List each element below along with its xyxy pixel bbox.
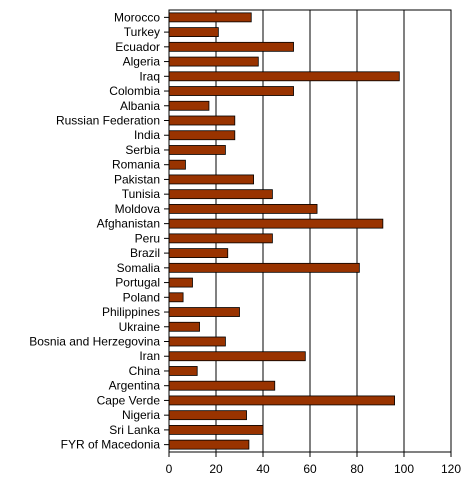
category-label: Argentina (109, 379, 161, 393)
x-tick-label: 40 (256, 462, 270, 476)
bar-bosnia-and-herzegovina (168, 336, 226, 347)
x-tick-label: 100 (394, 462, 414, 476)
bar-serbia (168, 145, 226, 155)
category-label: Colombia (109, 84, 160, 98)
bar-tunisia (168, 189, 273, 200)
bar-albania (168, 100, 210, 111)
category-label: Philippines (102, 305, 160, 319)
category-label: Albania (120, 99, 160, 113)
bar-portugal (168, 277, 193, 288)
bar-india (168, 130, 236, 141)
category-label: Ecuador (115, 40, 160, 54)
category-label: Cape Verde (97, 393, 161, 407)
category-label: Serbia (125, 143, 160, 157)
x-tick-label: 0 (166, 462, 173, 476)
bar-cape-verde (168, 395, 396, 406)
x-tick-labels: 0 20 40 60 80 100 120 (166, 462, 462, 476)
bar-ukraine (168, 321, 200, 332)
bar-ecuador (168, 41, 294, 52)
bar-sri-lanka (168, 424, 264, 435)
category-label: FYR of Macedonia (61, 438, 161, 452)
bar-china (168, 366, 198, 376)
category-label: Brazil (130, 246, 160, 260)
x-tick-label: 120 (441, 462, 461, 476)
bar-colombia (168, 86, 294, 96)
category-label: Iran (139, 349, 160, 363)
category-label: Sri Lanka (109, 423, 160, 437)
category-label: Tunisia (122, 187, 161, 201)
bar-pakistan (168, 174, 254, 185)
category-label: Moldova (115, 202, 161, 216)
category-label: Bosnia and Herzegovina (29, 335, 160, 349)
x-tick-label: 80 (350, 462, 364, 476)
bars (168, 12, 400, 450)
category-label: Poland (123, 290, 160, 304)
bar-moldova (168, 203, 318, 214)
bar-romania (168, 159, 186, 170)
bar-turkey (168, 27, 219, 38)
bar-argentina (168, 380, 276, 391)
bar-philippines (168, 307, 240, 317)
category-label: Portugal (115, 276, 160, 290)
category-label: Algeria (123, 55, 161, 69)
bar-iran (168, 351, 306, 362)
bar-iraq (168, 71, 400, 82)
category-label: Peru (135, 231, 160, 245)
axes (164, 9, 452, 457)
category-label: Somalia (117, 261, 161, 275)
bar-afghanistan (168, 218, 384, 229)
category-label: Nigeria (122, 408, 160, 422)
category-label: Pakistan (114, 172, 160, 186)
bar-morocco (168, 12, 252, 23)
bar-russian-federation (168, 115, 236, 126)
bar-nigeria (168, 410, 247, 421)
x-tick-label: 60 (303, 462, 317, 476)
category-label: Turkey (124, 25, 160, 39)
bar-brazil (168, 248, 229, 259)
bar-fyr-of-macedonia (168, 439, 250, 450)
x-tick-label: 20 (209, 462, 223, 476)
category-label: Romania (112, 158, 160, 172)
category-label: Afghanistan (97, 217, 160, 231)
category-labels: MoroccoTurkeyEcuadorAlgeriaIraqColombiaA… (29, 10, 160, 451)
category-label: Iraq (139, 69, 160, 83)
category-label: Ukraine (119, 320, 161, 334)
bar-somalia (168, 262, 360, 273)
category-label: China (129, 364, 161, 378)
bar-peru (168, 233, 273, 244)
bar-algeria (168, 56, 259, 67)
bar-poland (168, 292, 184, 303)
category-label: India (134, 128, 160, 142)
category-label: Morocco (114, 10, 160, 24)
category-label: Russian Federation (56, 114, 160, 128)
